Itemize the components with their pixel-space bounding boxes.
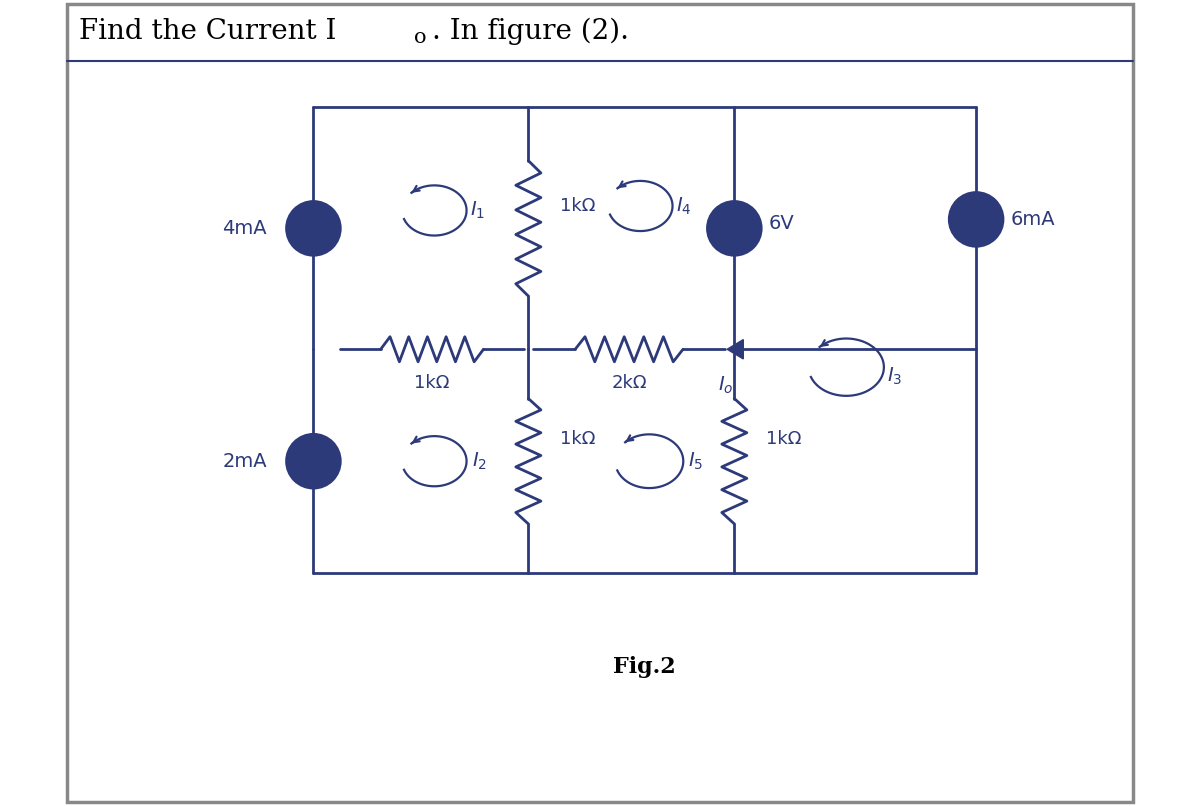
Text: 1kΩ: 1kΩ [559, 430, 595, 448]
Text: +: + [728, 209, 740, 224]
Text: 6mA: 6mA [1010, 210, 1055, 229]
Text: $I_3$: $I_3$ [888, 365, 902, 387]
Text: $I_4$: $I_4$ [676, 195, 691, 217]
Text: . In figure (2).: . In figure (2). [432, 18, 629, 45]
Text: $I_2$: $I_2$ [472, 451, 487, 472]
Text: $I_1$: $I_1$ [470, 200, 485, 221]
Text: 2kΩ: 2kΩ [611, 374, 647, 393]
Text: o: o [414, 28, 426, 47]
Text: 1kΩ: 1kΩ [559, 197, 595, 215]
Text: −: − [727, 231, 742, 248]
Circle shape [287, 434, 341, 488]
Text: 1kΩ: 1kΩ [414, 374, 450, 393]
Circle shape [708, 202, 761, 256]
Text: 1kΩ: 1kΩ [766, 430, 802, 448]
Circle shape [949, 193, 1003, 247]
Text: Find the Current I: Find the Current I [79, 18, 336, 45]
Text: 4mA: 4mA [222, 219, 266, 238]
Polygon shape [727, 339, 743, 359]
FancyBboxPatch shape [67, 5, 1133, 801]
Text: Fig.2: Fig.2 [613, 656, 676, 678]
Text: 6V: 6V [768, 214, 794, 234]
Text: $I_5$: $I_5$ [688, 451, 703, 472]
Text: 2mA: 2mA [222, 451, 266, 471]
Text: $I_o$: $I_o$ [718, 374, 733, 396]
Circle shape [287, 202, 341, 256]
